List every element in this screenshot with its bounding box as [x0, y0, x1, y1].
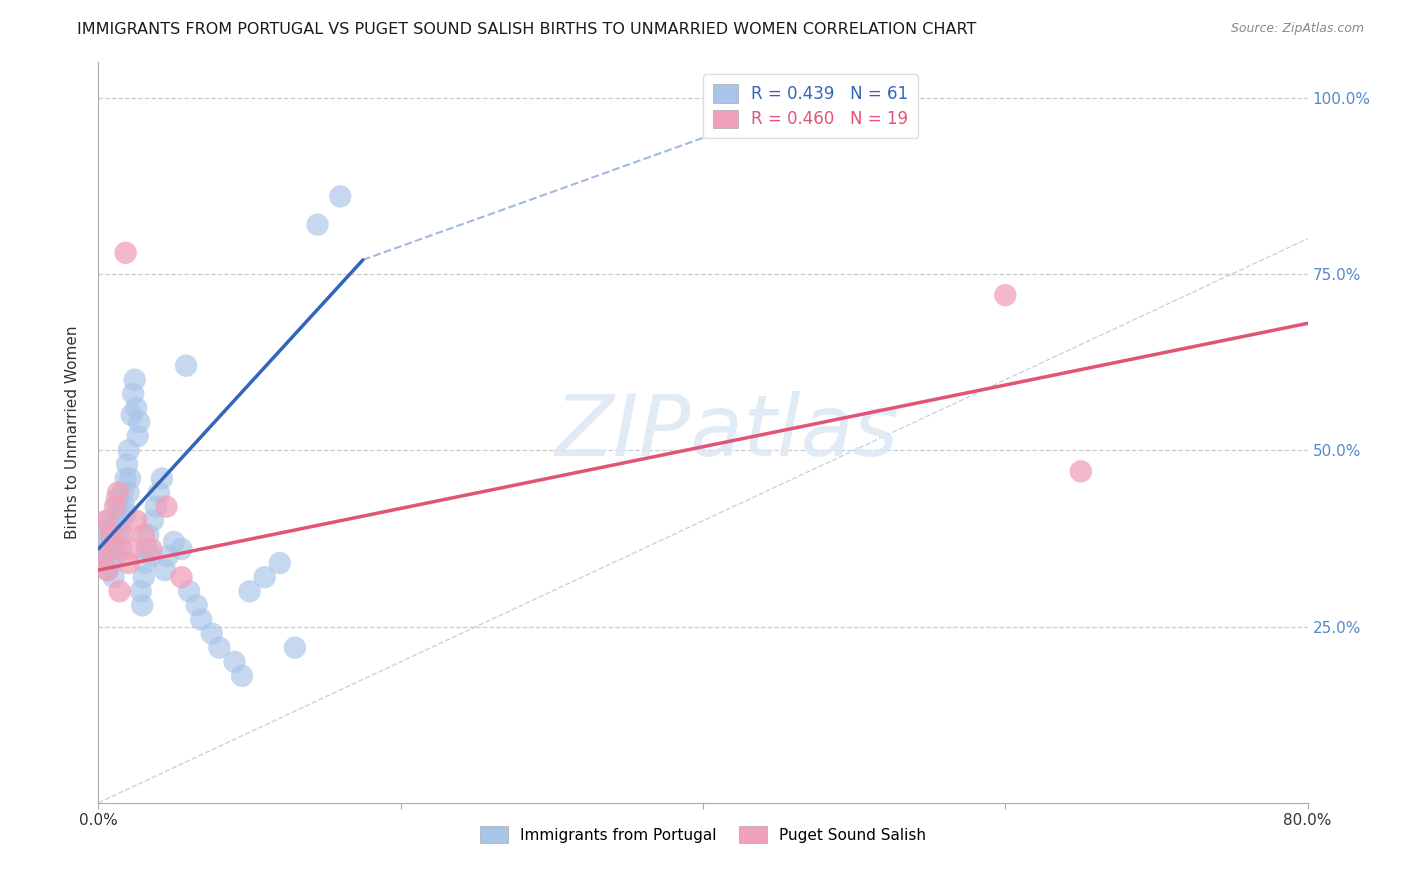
Point	[153, 563, 176, 577]
Point	[125, 514, 148, 528]
Point	[135, 541, 157, 556]
Point	[231, 669, 253, 683]
Point	[170, 570, 193, 584]
Point	[121, 541, 143, 556]
Text: Source: ZipAtlas.com: Source: ZipAtlas.com	[1230, 22, 1364, 36]
Point	[132, 570, 155, 584]
Point	[208, 640, 231, 655]
Point	[98, 514, 121, 528]
Point	[107, 500, 129, 514]
Point	[118, 556, 141, 570]
Point	[118, 485, 141, 500]
Point	[124, 373, 146, 387]
Point	[91, 549, 114, 563]
Point	[136, 528, 159, 542]
Point	[128, 415, 150, 429]
Point	[108, 584, 131, 599]
Point	[110, 541, 132, 556]
Point	[121, 408, 143, 422]
Point	[127, 429, 149, 443]
Point	[96, 563, 118, 577]
Point	[145, 500, 167, 514]
Point	[111, 485, 134, 500]
Text: IMMIGRANTS FROM PORTUGAL VS PUGET SOUND SALISH BIRTHS TO UNMARRIED WOMEN CORRELA: IMMIGRANTS FROM PORTUGAL VS PUGET SOUND …	[77, 22, 977, 37]
Point	[107, 485, 129, 500]
Point	[114, 507, 136, 521]
Point	[115, 458, 138, 472]
Point	[114, 245, 136, 260]
Point	[94, 528, 117, 542]
Point	[307, 218, 329, 232]
Legend: Immigrants from Portugal, Puget Sound Salish: Immigrants from Portugal, Puget Sound Sa…	[472, 819, 934, 851]
Point	[108, 528, 131, 542]
Point	[129, 584, 152, 599]
Point	[148, 485, 170, 500]
Point	[93, 535, 115, 549]
Point	[284, 640, 307, 655]
Point	[105, 514, 128, 528]
Point	[100, 556, 122, 570]
Point	[141, 541, 163, 556]
Point	[142, 514, 165, 528]
Point	[132, 528, 155, 542]
Point	[112, 500, 135, 514]
Point	[1070, 464, 1092, 478]
Point	[94, 514, 117, 528]
Point	[110, 514, 132, 528]
Point	[174, 359, 197, 373]
Point	[253, 570, 276, 584]
Point	[96, 563, 118, 577]
Point	[329, 189, 352, 203]
Point	[104, 500, 127, 514]
Point	[103, 541, 125, 556]
Point	[155, 500, 177, 514]
Point	[179, 584, 201, 599]
Y-axis label: Births to Unmarried Women: Births to Unmarried Women	[65, 326, 80, 540]
Point	[114, 471, 136, 485]
Point	[98, 541, 121, 556]
Point	[100, 528, 122, 542]
Text: ZIPatlas: ZIPatlas	[555, 391, 900, 475]
Point	[105, 492, 128, 507]
Point	[131, 599, 153, 613]
Point	[163, 535, 186, 549]
Point	[104, 549, 127, 563]
Point	[150, 471, 173, 485]
Point	[103, 535, 125, 549]
Point	[239, 584, 262, 599]
Point	[103, 570, 125, 584]
Point	[141, 549, 163, 563]
Point	[994, 288, 1017, 302]
Point	[111, 528, 134, 542]
Point	[100, 521, 122, 535]
Point	[125, 401, 148, 415]
Point	[101, 541, 124, 556]
Point	[122, 387, 145, 401]
Point	[170, 541, 193, 556]
Point	[91, 549, 114, 563]
Point	[118, 443, 141, 458]
Point	[186, 599, 208, 613]
Point	[269, 556, 291, 570]
Point	[201, 626, 224, 640]
Point	[190, 612, 212, 626]
Point	[224, 655, 246, 669]
Point	[156, 549, 179, 563]
Point	[120, 471, 142, 485]
Point	[134, 556, 156, 570]
